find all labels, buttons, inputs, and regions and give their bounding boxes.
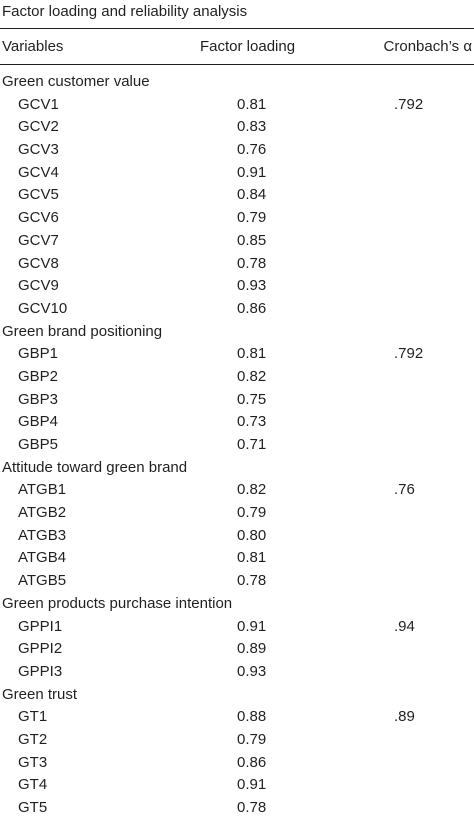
- group-label: Green products purchase intention: [2, 594, 233, 612]
- variable-cell: GT3: [18, 753, 48, 771]
- loading-cell: 0.91: [237, 776, 267, 794]
- top-rule: [0, 28, 474, 29]
- variable-cell: GBP3: [18, 390, 59, 408]
- header-cell: Variables: [2, 38, 64, 55]
- loading-cell: 0.82: [237, 367, 267, 385]
- loading-cell: 0.85: [237, 231, 267, 249]
- variable-cell: GT5: [18, 799, 48, 817]
- variable-cell: GPPI2: [18, 640, 63, 658]
- loading-cell: 0.73: [237, 413, 267, 431]
- loading-cell: 0.88: [237, 708, 267, 726]
- loading-cell: 0.80: [237, 526, 267, 544]
- loading-cell: 0.93: [237, 277, 267, 295]
- variable-cell: GCV2: [18, 118, 59, 136]
- variable-cell: GPPI1: [18, 617, 63, 635]
- variable-cell: GCV8: [18, 254, 59, 272]
- group-label: Green trust: [2, 685, 78, 703]
- variable-cell: GCV6: [18, 209, 59, 227]
- variable-cell: GT4: [18, 776, 48, 794]
- header-cell: Factor loading: [200, 38, 296, 55]
- variable-cell: GCV7: [18, 231, 59, 249]
- loading-cell: 0.86: [237, 299, 267, 317]
- variable-cell: GCV9: [18, 277, 59, 295]
- variable-cell: ATGB4: [18, 549, 67, 567]
- group-label: Green customer value: [2, 73, 150, 90]
- loading-cell: 0.78: [237, 254, 267, 272]
- group-label: Attitude toward green brand: [2, 458, 188, 476]
- variable-cell: ATGB3: [18, 526, 67, 544]
- variable-cell: GT2: [18, 731, 48, 748]
- variable-cell: GPPI3: [18, 662, 63, 680]
- loading-cell: 0.82: [237, 481, 267, 499]
- loading-cell: 0.79: [237, 731, 267, 748]
- variable-cell: GCV3: [18, 141, 59, 159]
- variable-cell: ATGB5: [18, 572, 67, 590]
- variable-cell: GCV4: [18, 163, 59, 181]
- header-rule: [0, 64, 474, 65]
- loading-cell: 0.93: [237, 662, 267, 680]
- loading-cell: 0.81: [237, 95, 267, 113]
- loading-cell: 0.81: [237, 549, 267, 567]
- alpha-cell: .89: [394, 708, 415, 726]
- loading-cell: 0.79: [237, 209, 267, 227]
- variable-cell: GCV5: [18, 186, 59, 204]
- loading-cell: 0.91: [237, 163, 267, 181]
- loading-cell: 0.86: [237, 753, 267, 771]
- loading-cell: 0.83: [237, 118, 267, 136]
- loading-cell: 0.79: [237, 504, 267, 522]
- alpha-cell: .792: [394, 95, 424, 113]
- variable-cell: ATGB1: [18, 481, 67, 499]
- loading-cell: 0.76: [237, 141, 267, 159]
- variable-cell: GBP2: [18, 367, 59, 385]
- variable-cell: GBP5: [18, 436, 59, 454]
- alpha-cell: .792: [394, 345, 424, 363]
- loading-cell: 0.81: [237, 345, 267, 363]
- variable-cell: ATGB2: [18, 504, 67, 522]
- variable-cell: GBP4: [18, 413, 59, 431]
- variable-cell: GT1: [18, 708, 48, 726]
- alpha-cell: .76: [394, 481, 415, 499]
- table-title: Factor loading and reliability analysis: [2, 3, 248, 20]
- loading-cell: 0.84: [237, 186, 267, 204]
- variable-cell: GCV10: [18, 299, 68, 317]
- variable-cell: GBP1: [18, 345, 59, 363]
- loading-cell: 0.89: [237, 640, 267, 658]
- header-cell: Cronbach’s α: [383, 38, 472, 55]
- variable-cell: GCV1: [18, 95, 59, 113]
- group-label: Green brand positioning: [2, 322, 163, 340]
- loading-cell: 0.91: [237, 617, 267, 635]
- loading-cell: 0.78: [237, 799, 267, 817]
- loading-cell: 0.78: [237, 572, 267, 590]
- loading-cell: 0.71: [237, 436, 267, 454]
- loading-cell: 0.75: [237, 390, 267, 408]
- alpha-cell: .94: [394, 617, 415, 635]
